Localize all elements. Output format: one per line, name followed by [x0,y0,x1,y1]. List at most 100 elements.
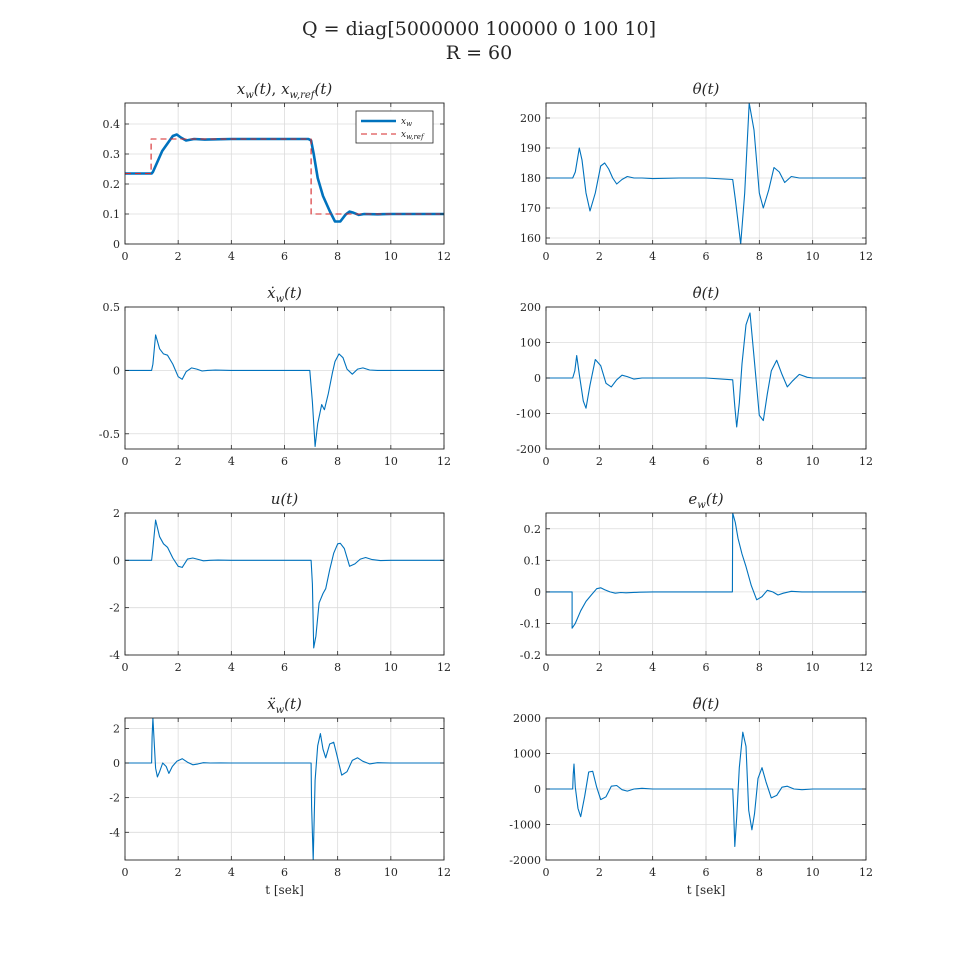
series-line-0 [546,513,866,629]
panel-title: ew(t) [688,490,723,511]
x-tick-label: 10 [384,866,398,879]
y-tick-label: 0.4 [103,118,121,131]
x-tick-label: 8 [756,661,763,674]
chart-panel: 0 2 4 6 8 10 12 -0.5 0 0.5 ẋw(t) [99,284,451,468]
y-tick-label: 0.1 [524,554,542,567]
series-line-0 [125,718,444,860]
y-tick-label: 200 [520,301,541,314]
chart-panel: 0 2 4 6 8 10 12 0 0.1 0.2 0.3 0.4 xw(t), xw,ref(t) xw… [103,80,452,263]
figure-title-line2: R = 60 [445,42,513,64]
legend-box [355,110,434,144]
x-tick-label: 0 [122,661,129,674]
x-tick-label: 4 [228,661,235,674]
x-tick-label: 6 [703,455,710,468]
x-tick-label: 0 [543,866,550,879]
x-axis-label: t [sek] [687,883,726,897]
y-tick-label: 200 [520,112,541,125]
y-tick-label: 0 [113,238,120,251]
y-tick-label: 1000 [513,748,541,761]
x-tick-label: 2 [596,455,603,468]
x-tick-label: 2 [175,250,182,263]
x-tick-label: 12 [859,661,873,674]
x-tick-label: 0 [122,250,129,263]
x-tick-label: 2 [175,455,182,468]
y-tick-label: -0.5 [99,428,120,441]
x-tick-label: 4 [649,250,656,263]
x-axis-label: t [sek] [265,883,304,897]
y-tick-label: 190 [520,142,541,155]
y-tick-label: -4 [109,649,120,662]
panel-title: θ(t) [693,80,720,98]
x-tick-label: 10 [806,661,820,674]
x-tick-label: 12 [437,866,451,879]
x-tick-label: 8 [334,250,341,263]
series-line-0 [546,731,866,848]
x-tick-label: 8 [756,250,763,263]
x-tick-label: 0 [543,455,550,468]
x-tick-label: 6 [281,455,288,468]
x-tick-label: 4 [228,250,235,263]
y-tick-label: 0 [113,554,120,567]
panel-title: u(t) [271,490,299,508]
y-tick-label: -2000 [509,854,541,867]
panel-title: ẋw(t) [267,284,302,305]
y-tick-label: 2 [113,507,120,520]
series-line-0 [125,519,444,649]
series-line-0 [546,312,866,428]
y-tick-label: 0.1 [103,208,121,221]
y-tick-label: -200 [516,443,541,456]
x-tick-label: 12 [437,250,451,263]
x-tick-label: 0 [122,455,129,468]
x-tick-label: 2 [175,866,182,879]
y-tick-label: 0 [534,372,541,385]
chart-panel: 0 2 4 6 8 10 12 -4 -2 0 2 u(t) [109,490,451,674]
x-tick-label: 2 [596,866,603,879]
x-tick-label: 10 [806,250,820,263]
x-tick-label: 2 [175,661,182,674]
x-tick-label: 2 [596,661,603,674]
y-tick-label: -0.2 [520,649,541,662]
legend: xw xw,ref [355,110,434,144]
series-line-0 [125,334,444,448]
chart-panel: 0 2 4 6 8 10 12 -200 -100 0 100 200 θ̇(t) [516,284,873,468]
x-tick-label: 12 [859,866,873,879]
y-tick-label: 0.5 [103,301,121,314]
y-tick-label: 0 [534,586,541,599]
y-tick-label: 100 [520,337,541,350]
series-line-0 [546,103,866,244]
x-tick-label: 0 [543,661,550,674]
y-tick-label: -2 [109,602,120,615]
y-tick-label: 0 [113,757,120,770]
x-tick-label: 8 [334,455,341,468]
y-tick-label: 0.2 [524,523,542,536]
y-tick-label: 2 [113,722,120,735]
x-tick-label: 6 [281,250,288,263]
panel-title: θ̇(t) [693,284,720,302]
y-tick-label: 2000 [513,712,541,725]
y-tick-label: 170 [520,202,541,215]
y-tick-label: 180 [520,172,541,185]
chart-panel: 0 2 4 6 8 10 12 -2000 -1000 0 1000 2000 θ̈(t) t [sek] [509,695,873,897]
x-tick-label: 10 [384,250,398,263]
panel-title: xw(t), xw,ref(t) [237,80,333,101]
chart-panel: 0 2 4 6 8 10 12 -4 -2 0 2 ẍw(t) t [sek] [109,695,451,897]
x-tick-label: 4 [649,866,656,879]
x-tick-label: 12 [437,661,451,674]
x-tick-label: 2 [596,250,603,263]
x-tick-label: 8 [334,866,341,879]
x-tick-label: 4 [228,866,235,879]
panel-title: θ̈(t) [693,695,720,713]
x-tick-label: 12 [859,455,873,468]
y-tick-label: -2 [109,792,120,805]
x-tick-label: 4 [228,455,235,468]
series-line-x-w-ref [125,138,444,215]
x-tick-label: 6 [281,661,288,674]
y-tick-label: 0 [534,783,541,796]
x-tick-label: 12 [859,250,873,263]
x-tick-label: 6 [703,250,710,263]
y-tick-label: -0.1 [520,617,541,630]
legend-label: xw,ref [401,130,425,141]
chart-panel: 0 2 4 6 8 10 12 160 170 180 190 200 θ(t) [520,80,873,263]
x-tick-label: 6 [281,866,288,879]
